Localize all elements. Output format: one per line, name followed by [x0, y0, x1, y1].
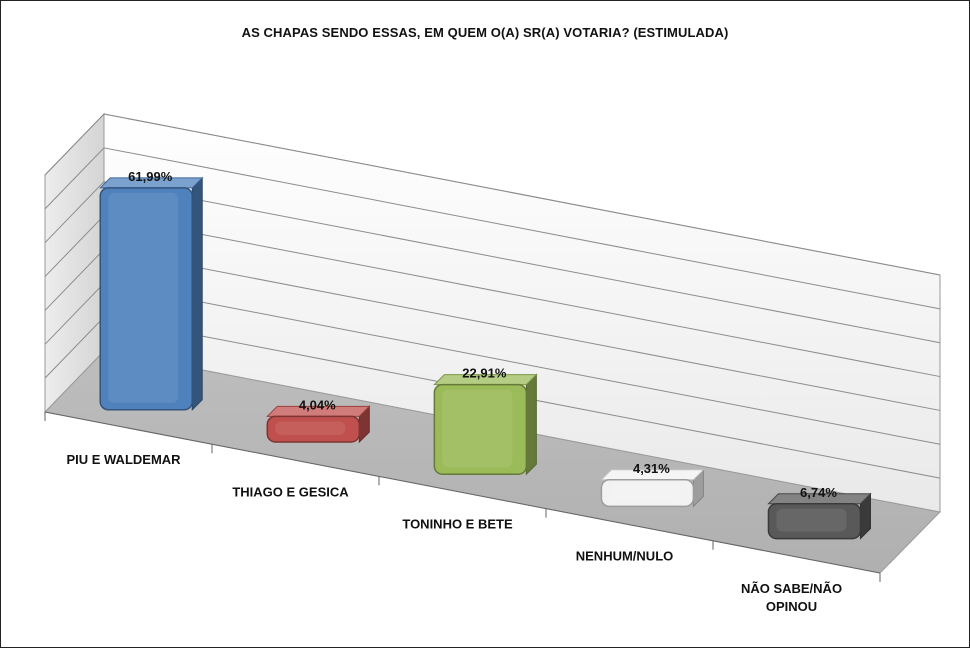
bar-front-face	[266, 415, 361, 443]
category-axis	[44, 411, 881, 582]
bar-side-face	[191, 176, 203, 412]
bar-highlight	[275, 421, 346, 435]
category-axis-line	[44, 411, 881, 574]
bar	[433, 373, 538, 476]
category-label: TONINHO E BETE	[402, 517, 513, 532]
bar-front-face	[433, 383, 528, 475]
bar-front-face	[99, 187, 193, 411]
chart-title: AS CHAPAS SENDO ESSAS, EM QUEM O(A) SR(A…	[241, 25, 729, 40]
data-label: 4,31%	[633, 461, 670, 476]
bar-front-face	[767, 503, 862, 540]
bar-side-face	[525, 373, 537, 476]
bar	[767, 492, 872, 540]
data-label: 22,91%	[462, 366, 507, 381]
bar	[266, 405, 371, 444]
category-label: NENHUM/NULO	[576, 549, 674, 564]
bar-series	[99, 176, 872, 540]
data-label: 6,74%	[800, 485, 837, 500]
category-label: THIAGO E GESICA	[232, 484, 349, 499]
gridline	[44, 181, 941, 344]
bar-highlight	[776, 508, 847, 532]
bar-front-face	[600, 479, 695, 508]
gridline	[44, 147, 941, 310]
data-label: 4,04%	[299, 397, 336, 412]
gridline	[44, 113, 941, 276]
bar-highlight	[442, 389, 513, 468]
labels-layer: 61,99% PIU E WALDEMAR 4,04% THIAGO E GESICA…	[66, 169, 842, 614]
bar	[99, 176, 204, 412]
bar-highlight	[108, 192, 179, 403]
bar	[600, 468, 705, 508]
bar-highlight	[609, 484, 680, 500]
category-label: PIU E WALDEMAR	[66, 452, 181, 467]
data-label: 61,99%	[128, 169, 173, 184]
category-label: NÃO SABE/NÃO OPINOU	[741, 581, 842, 614]
